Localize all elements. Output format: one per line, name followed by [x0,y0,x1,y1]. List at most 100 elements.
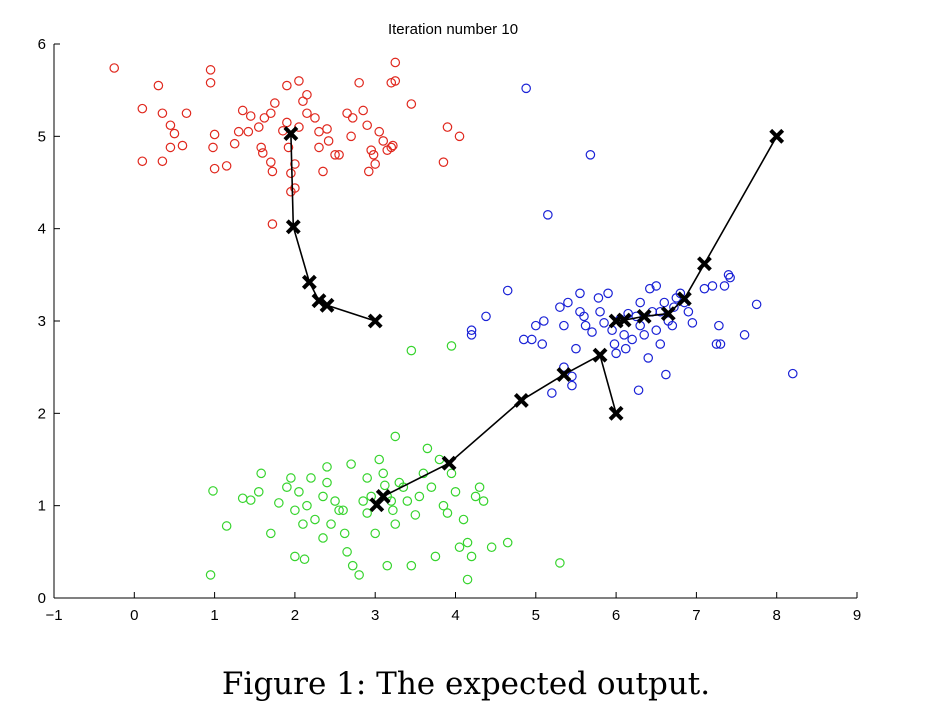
centroid-path-2 [369,347,624,513]
data-point [267,219,278,229]
data-point [462,537,473,548]
data-point [137,103,148,114]
data-point [537,339,548,349]
data-point [620,343,631,354]
data-point [466,325,477,336]
data-point [599,318,609,328]
data-point [298,96,308,107]
data-point [330,150,340,160]
centroid-marker [513,392,529,408]
data-point [253,487,264,497]
data-point [382,145,393,155]
data-point [294,76,304,86]
data-point [205,570,216,580]
data-point [323,136,334,146]
data-point [257,148,268,158]
centroid-marker [285,219,301,235]
data-point [314,142,324,153]
x-tick-label: 0 [130,607,138,624]
y-tick-label: 3 [38,313,46,330]
data-point [462,574,473,585]
data-point [299,554,310,565]
figure-caption: Figure 1: The expected output. [221,666,711,702]
data-point [290,505,300,516]
centroid-marker [319,297,335,313]
data-point [177,140,188,151]
data-point [354,570,364,580]
data-point [593,293,604,303]
data-points [109,57,798,585]
data-point [209,129,220,140]
data-point [633,385,644,396]
data-point [446,468,457,479]
data-point [438,157,449,167]
data-point [342,108,352,119]
data-point [714,320,724,331]
data-point [153,80,164,91]
data-point [579,311,589,322]
data-point [259,113,270,123]
centroid-marker [769,128,785,144]
data-point [347,560,358,571]
data-point [661,369,671,380]
data-point [382,560,393,571]
data-point [318,166,328,177]
centroid-marker [697,256,712,272]
data-point [362,508,372,518]
x-tick-label: 9 [853,607,861,624]
centroid-trajectory [616,135,778,322]
data-point [486,542,497,553]
data-point [474,482,485,492]
data-point [481,311,491,322]
data-point [165,142,176,153]
centroid-marker [367,313,383,329]
data-point [266,108,276,119]
data-point [639,330,650,340]
centroid-marker [660,306,676,322]
data-point [229,138,240,149]
data-point [454,131,465,142]
data-point [715,339,726,349]
centroid-marker [369,497,385,513]
data-point [711,339,722,349]
data-point [518,334,529,345]
data-point [609,339,620,349]
data-point [290,159,300,169]
data-point [362,120,372,131]
data-point [667,320,678,331]
data-point [390,57,401,68]
data-point [434,454,445,465]
data-point [322,477,332,488]
data-point [446,341,457,351]
data-point [294,487,304,497]
data-point [555,558,565,568]
data-point [627,334,637,345]
data-point [318,491,328,502]
data-point [318,533,328,543]
data-point [157,108,168,119]
data-point [390,519,401,529]
centroid-marker [636,308,652,324]
data-point [266,528,276,539]
data-point [380,480,390,491]
data-point [595,306,605,317]
data-point [205,65,216,75]
data-point [358,105,368,116]
centroid-marker [283,126,299,141]
data-point [286,186,296,197]
data-point [526,334,537,345]
data-point [502,537,513,548]
data-point [243,126,254,137]
data-point [322,124,332,134]
x-tick-label: −1 [45,607,62,624]
data-point [521,83,531,94]
data-point [603,288,613,299]
data-point [266,157,276,167]
x-tick-label: 7 [692,607,700,624]
data-point [422,443,433,454]
data-point [346,459,356,469]
chart-title: Iteration number 10 [388,21,518,38]
data-point [237,105,248,116]
data-point [442,508,453,518]
